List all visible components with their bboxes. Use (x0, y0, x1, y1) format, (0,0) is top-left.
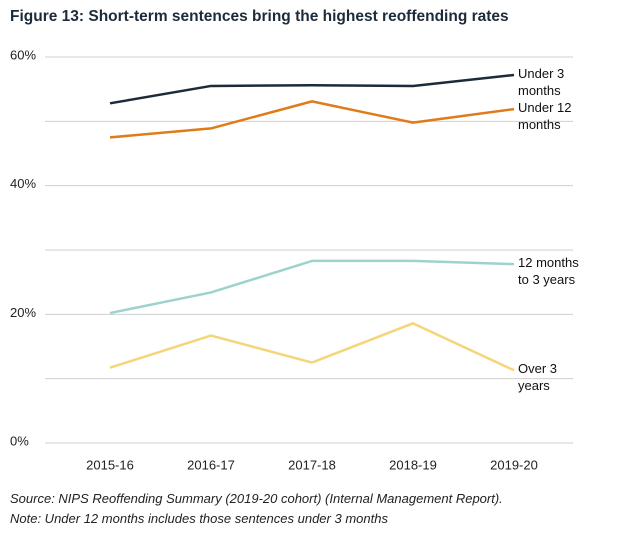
y-tick-label: 40% (10, 176, 36, 191)
series-line (109, 322, 515, 372)
series-label: 12 months to 3 years (518, 255, 579, 288)
series-line (109, 73, 515, 105)
series-label: Over 3 years (518, 361, 558, 394)
source: Source: NIPS Reoffending Summary (2019-2… (10, 491, 503, 506)
series-label: Under 3 months (518, 66, 565, 98)
y-tick-label: 60% (10, 47, 36, 62)
x-tick-label: 2018-19 (389, 457, 437, 472)
y-tick-label: 20% (10, 305, 36, 320)
x-tick-label: 2017-18 (288, 457, 336, 472)
chart-title: Figure 13: Short-term sentences bring th… (10, 8, 509, 25)
x-tick-label: 2019-20 (490, 457, 538, 472)
series-label: Under 12 months (518, 100, 572, 133)
series-line (109, 100, 515, 139)
x-tick-label: 2016-17 (187, 457, 235, 472)
x-tick-label: 2015-16 (86, 457, 134, 472)
y-tick-label: 0% (10, 433, 29, 448)
series-line (109, 259, 515, 315)
note: Note: Under 12 months includes those sen… (10, 511, 388, 526)
